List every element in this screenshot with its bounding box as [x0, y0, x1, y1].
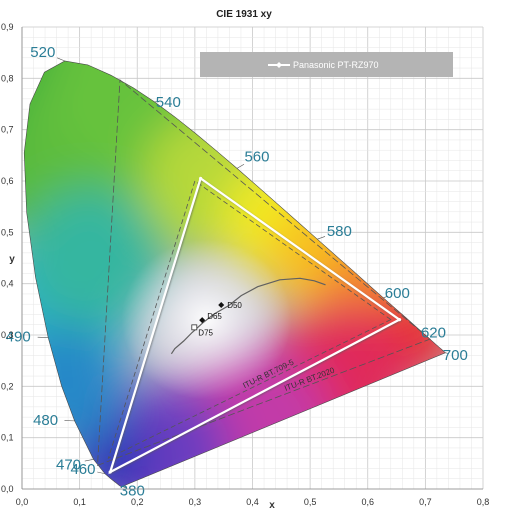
wavelength-tick: [445, 352, 449, 354]
x-tick-label: 0,7: [419, 497, 432, 507]
white-points: D50 D65 D75: [191, 301, 242, 337]
white-point-label: D65: [207, 312, 222, 321]
y-axis-title: y: [9, 254, 15, 265]
wavelength-label: 560: [244, 148, 269, 165]
gamut-bt709: [107, 180, 392, 459]
wavelength-tick: [122, 486, 126, 489]
wavelength-tick: [236, 163, 245, 169]
white-point-label: D75: [198, 328, 213, 337]
wavelength-label: 600: [385, 285, 410, 302]
legend-box: [200, 52, 453, 77]
wavelength-label: 460: [70, 461, 95, 478]
axes: 0,0 0,1 0,2 0,3 0,4 0,5 0,6 0,7 0,8 0,0 0,1 0,2 0,3 0…: [1, 22, 489, 511]
wavelength-tick: [420, 330, 426, 332]
wavelength-label: 700: [443, 347, 468, 364]
chart-title: CIE 1931 xy: [216, 9, 272, 20]
x-tick-label: 0,1: [73, 497, 86, 507]
x-axis-title: x: [269, 500, 275, 511]
gamut-bt2020: [97, 79, 431, 466]
legend-marker: [276, 62, 282, 68]
white-point-marker: [191, 324, 198, 331]
wavelength-tick: [317, 236, 326, 240]
x-tick-label: 0,8: [477, 497, 490, 507]
legend-label: Panasonic PT-RZ970: [293, 60, 379, 70]
wavelength-tick: [97, 471, 106, 475]
y-tick-label: 0,9: [1, 22, 14, 32]
y-tick-label: 0,7: [1, 125, 14, 135]
wavelength-label: 490: [6, 329, 31, 346]
wavelength-label: 480: [33, 412, 58, 429]
measured-gamut: [108, 176, 402, 475]
white-point-marker: [199, 317, 206, 324]
x-tick-label: 0,5: [304, 497, 317, 507]
y-tick-label: 0,2: [1, 381, 14, 391]
x-tick-label: 0,0: [16, 497, 29, 507]
y-tick-label: 0,5: [1, 227, 14, 237]
y-tick-label: 0,0: [1, 484, 14, 494]
measured-primary-point: [397, 318, 402, 322]
x-tick-label: 0,3: [189, 497, 202, 507]
white-point-marker: [218, 301, 225, 308]
wavelength-label: 520: [30, 44, 55, 61]
y-tick-label: 0,4: [1, 279, 14, 289]
x-tick-label: 0,4: [246, 497, 259, 507]
y-tick-label: 0,8: [1, 73, 14, 83]
planckian-locus: [170, 277, 326, 355]
wavelength-tick: [84, 459, 94, 462]
wavelength-label: 620: [421, 325, 446, 342]
wavelength-label: 580: [327, 223, 352, 240]
measured-primary-point: [199, 176, 203, 181]
measured-gamut-triangle: [108, 176, 402, 475]
legend: Panasonic PT-RZ970: [200, 52, 453, 77]
wavelength-label: 540: [156, 94, 181, 111]
wavelength-label: 470: [56, 456, 81, 473]
y-tick-label: 0,3: [1, 330, 14, 340]
x-tick-label: 0,2: [131, 497, 144, 507]
y-tick-label: 0,1: [1, 433, 14, 443]
measured-primary-point: [108, 470, 112, 474]
x-tick-label: 0,6: [361, 497, 374, 507]
wavelength-tick: [383, 295, 389, 299]
wavelength-label: 380: [120, 482, 145, 499]
white-point-label: D50: [227, 301, 242, 310]
wavelength-tick: [57, 57, 65, 62]
y-tick-label: 0,6: [1, 176, 14, 186]
